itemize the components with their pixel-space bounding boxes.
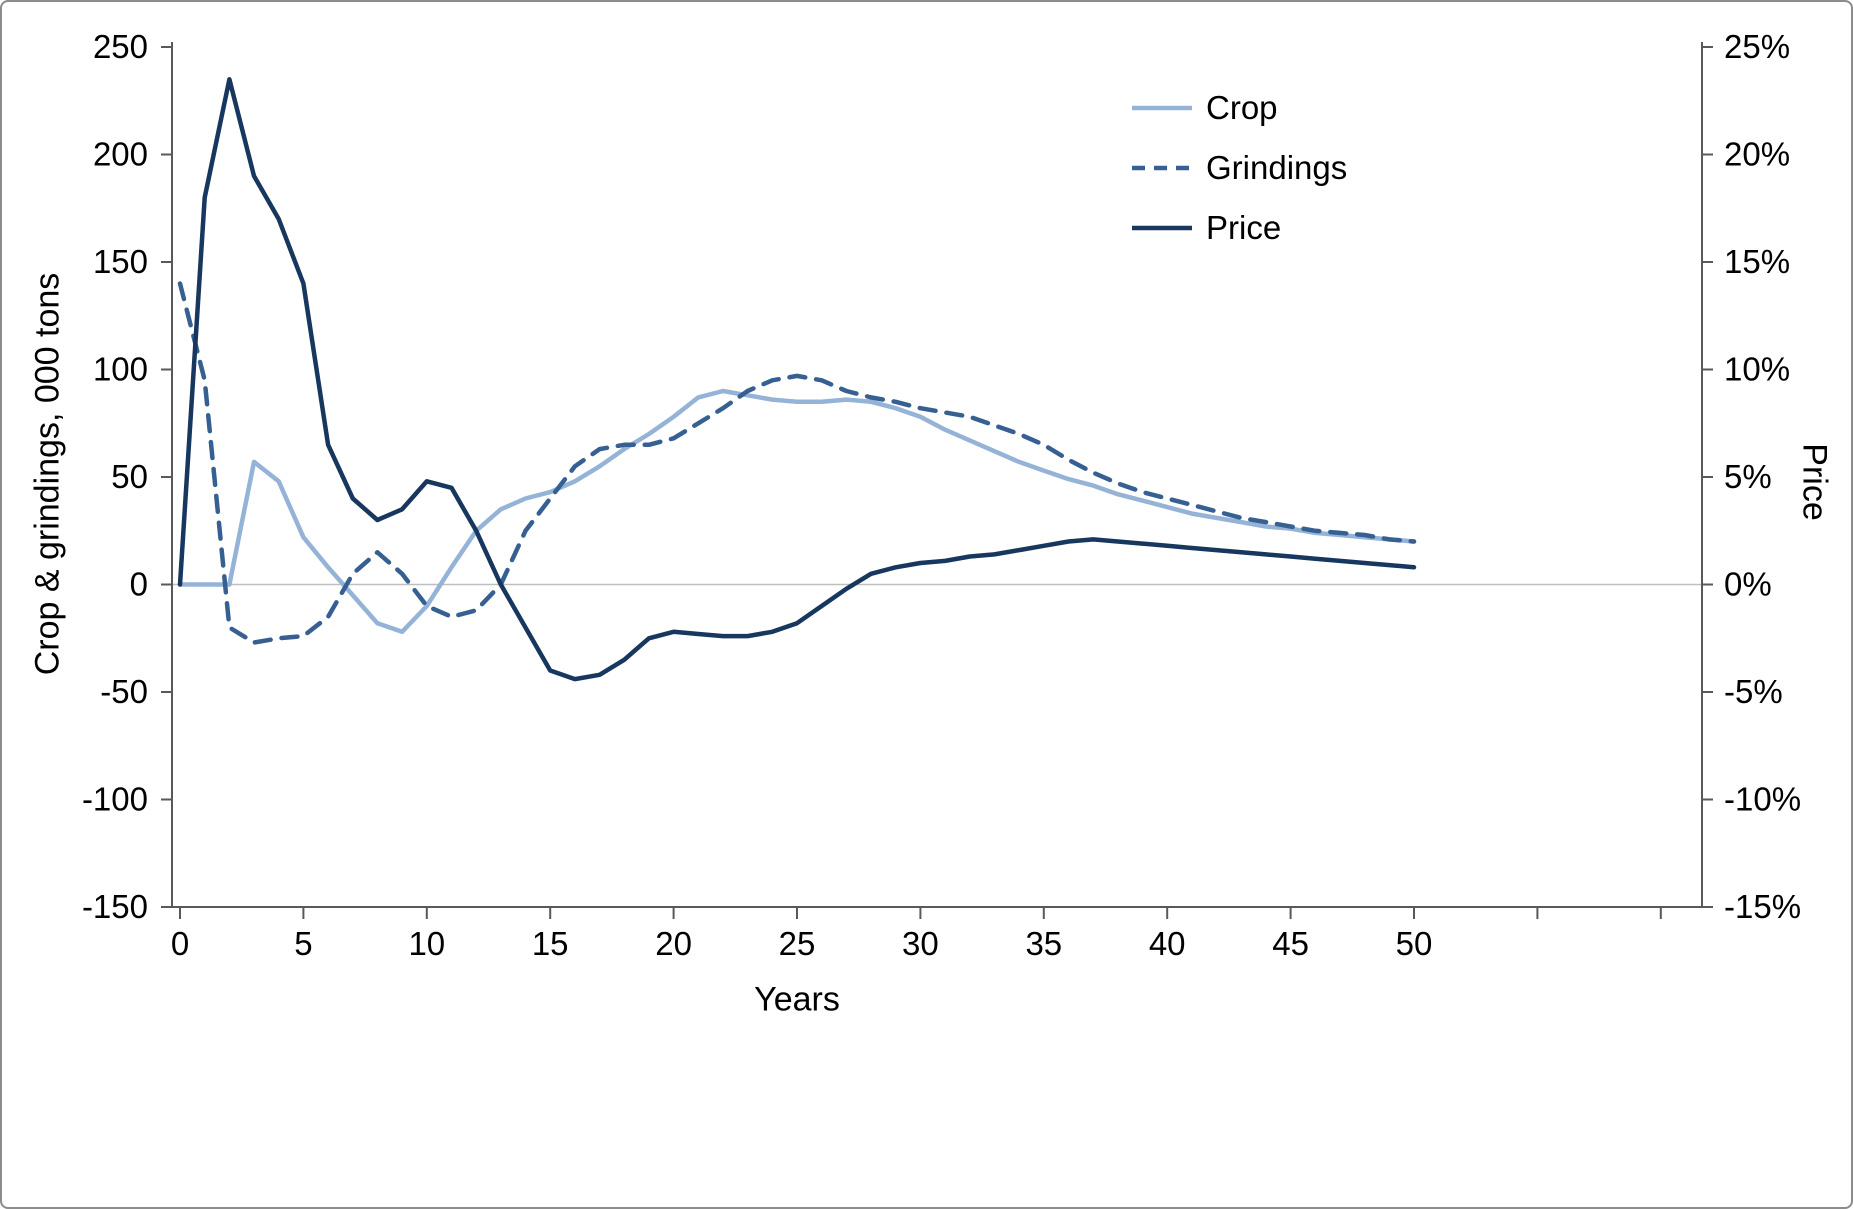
- x-axis-tick-label: 45: [1272, 925, 1309, 962]
- x-axis-tick-label: 40: [1149, 925, 1186, 962]
- left-axis-tick-label: -100: [82, 781, 148, 818]
- x-axis-tick-label: 25: [779, 925, 816, 962]
- x-axis-tick-label: 0: [171, 925, 189, 962]
- left-axis-tick-label: 150: [93, 243, 148, 280]
- x-axis-title: Years: [754, 980, 840, 1019]
- right-axis-tick-label: 15%: [1724, 243, 1790, 280]
- right-axis-tick-label: 10%: [1724, 351, 1790, 388]
- x-axis-tick-label: 10: [408, 925, 445, 962]
- series-line-crop: [177, 388, 1417, 635]
- right-axis-tick-label: 5%: [1724, 458, 1772, 495]
- left-axis-tick-label: 0: [130, 566, 148, 603]
- x-axis-tick-label: 30: [902, 925, 939, 962]
- right-axis-tick-label: 25%: [1724, 28, 1790, 65]
- left-axis-tick-label: 100: [93, 351, 148, 388]
- x-axis-tick-label: 50: [1396, 925, 1433, 962]
- price-line-icon: [1130, 223, 1194, 233]
- right-axis-tick-label: -10%: [1724, 781, 1801, 818]
- left-axis-tick-label: -50: [100, 673, 148, 710]
- legend-item-grindings: Grindings: [1130, 146, 1347, 190]
- grindings-line-icon: [1130, 163, 1194, 173]
- left-axis-tick-label: 250: [93, 28, 148, 65]
- crop-line-icon: [1130, 103, 1194, 113]
- right-axis-tick-label: -5%: [1724, 673, 1783, 710]
- x-axis-tick-label: 5: [294, 925, 312, 962]
- right-axis-tick-label: 0%: [1724, 566, 1772, 603]
- x-axis-tick-label: 35: [1025, 925, 1062, 962]
- left-axis-tick-label: 200: [93, 136, 148, 173]
- right-axis-tick-label: -15%: [1724, 888, 1801, 925]
- x-axis-tick-label: 15: [532, 925, 569, 962]
- x-axis-tick-label: 20: [655, 925, 692, 962]
- right-axis-tick-label: 20%: [1724, 136, 1790, 173]
- legend-label-price: Price: [1206, 209, 1282, 246]
- legend-label-crop: Crop: [1206, 89, 1278, 126]
- legend: Crop Grindings Price: [1130, 86, 1347, 250]
- left-axis-tick-label: 50: [111, 458, 148, 495]
- right-axis-title: Price: [1795, 443, 1834, 521]
- left-axis-title: Crop & grindings, 000 tons: [28, 272, 67, 676]
- series-line-price: [177, 77, 1417, 682]
- legend-item-price: Price: [1130, 206, 1347, 250]
- legend-label-grindings: Grindings: [1206, 149, 1348, 186]
- series-line-grindings: [177, 281, 1417, 645]
- left-axis-tick-label: -150: [82, 888, 148, 925]
- legend-item-crop: Crop: [1130, 86, 1347, 130]
